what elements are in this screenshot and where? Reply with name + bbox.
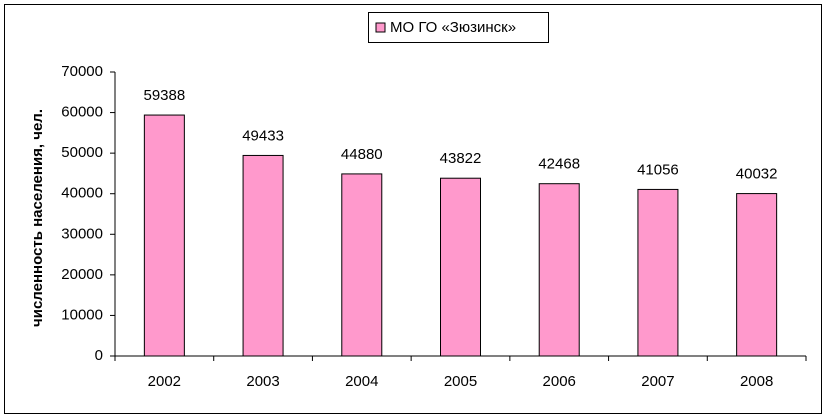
y-tick-label: 30000 [61, 225, 103, 242]
data-label: 40032 [736, 166, 778, 183]
x-tick-label: 2004 [345, 373, 378, 390]
chart-border [4, 4, 822, 414]
bar [736, 193, 778, 357]
data-label: 49433 [242, 127, 284, 144]
y-tick-label: 40000 [61, 185, 103, 202]
x-tick-label: 2007 [641, 373, 674, 390]
x-tick-label: 2002 [148, 373, 181, 390]
y-tick-label: 50000 [61, 144, 103, 161]
y-tick-label: 60000 [61, 104, 103, 121]
x-tick-label: 2005 [444, 373, 477, 390]
bar [637, 188, 679, 357]
y-tick-label: 0 [95, 347, 103, 364]
data-label: 42468 [538, 156, 580, 173]
legend-label: МО ГО «Зюзинск» [390, 19, 516, 36]
data-label: 43822 [440, 150, 482, 167]
legend-swatch [375, 22, 386, 33]
y-tick-label: 20000 [61, 266, 103, 283]
bar [341, 173, 383, 357]
x-tick-label: 2008 [740, 373, 773, 390]
y-tick-label: 70000 [61, 63, 103, 80]
data-label: 44880 [341, 146, 383, 163]
bar [440, 177, 481, 357]
x-tick-label: 2006 [543, 373, 576, 390]
x-tick-label: 2003 [246, 373, 279, 390]
data-label: 41056 [637, 161, 679, 178]
data-label: 59388 [143, 87, 185, 104]
legend-box [368, 12, 549, 43]
bar [143, 114, 185, 357]
bar [538, 183, 580, 357]
bar [242, 154, 284, 357]
y-tick-label: 10000 [61, 306, 103, 323]
y-axis-label: численность населения, чел. [29, 109, 46, 327]
